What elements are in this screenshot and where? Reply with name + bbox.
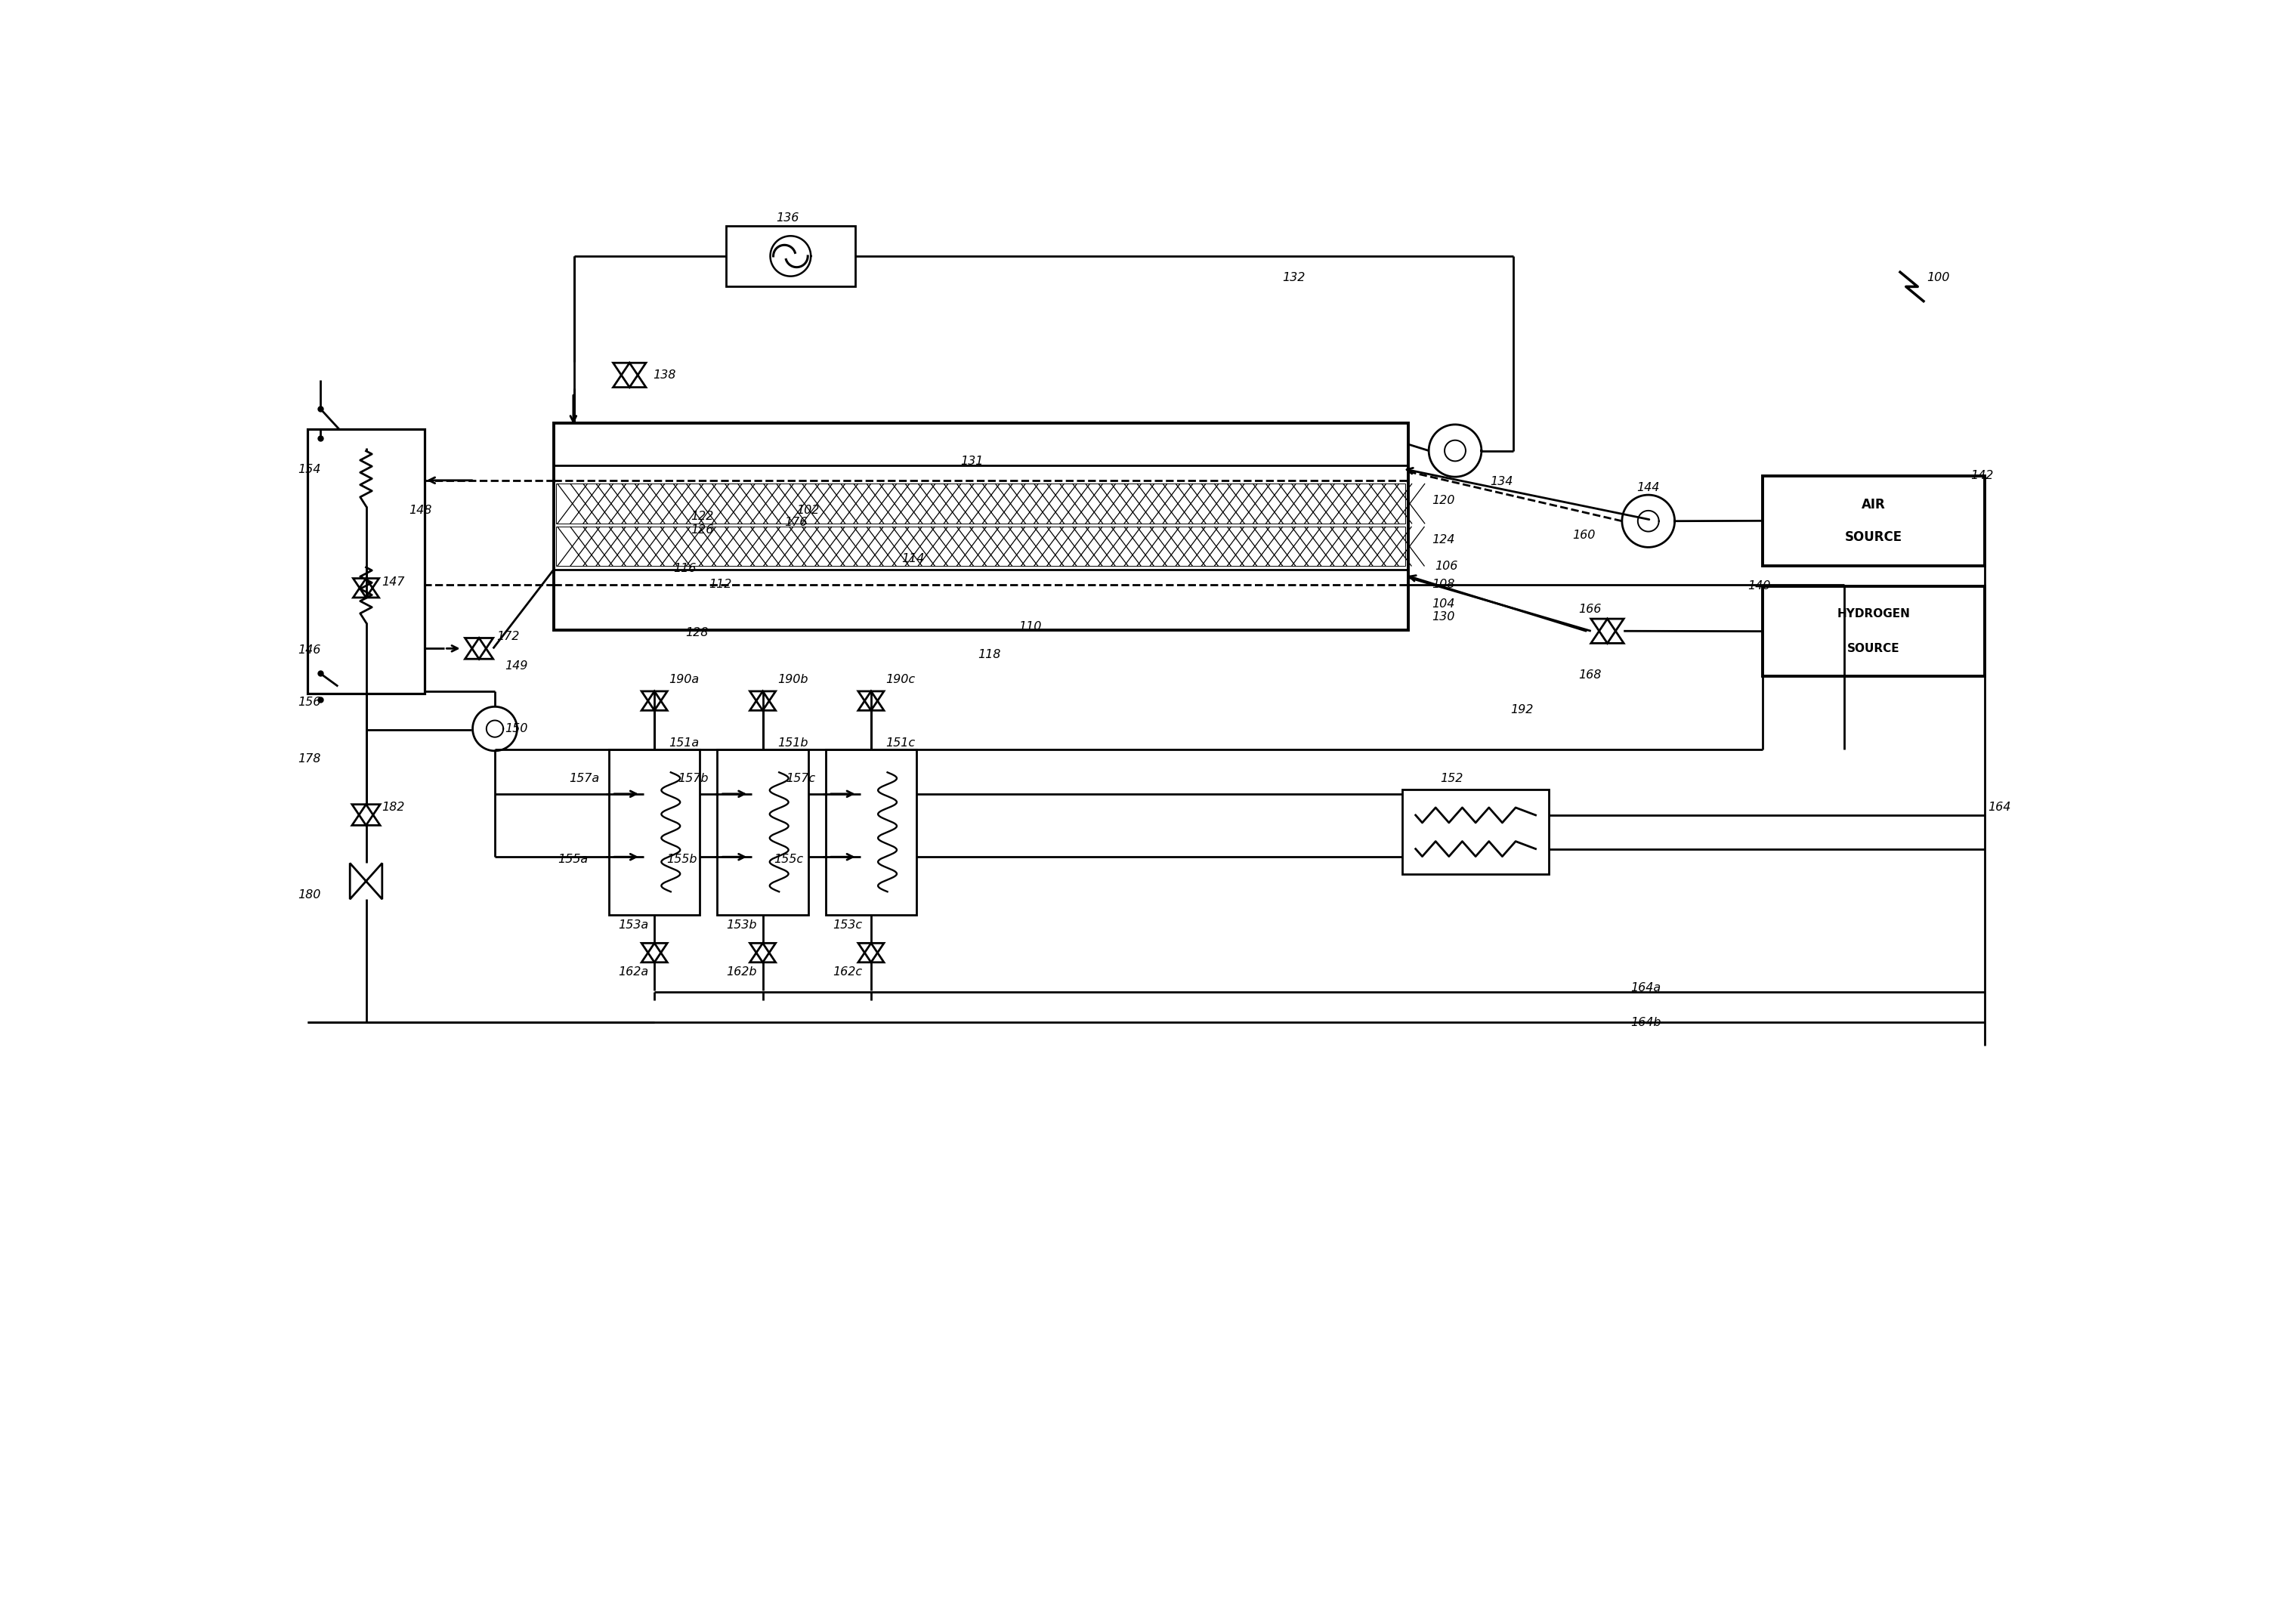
Text: 166: 166 [1577, 603, 1600, 615]
Text: 114: 114 [902, 553, 925, 565]
Text: 140: 140 [1747, 581, 1770, 592]
Text: 164: 164 [1988, 802, 2011, 813]
Text: 134: 134 [1490, 476, 1513, 487]
Text: 151a: 151a [668, 737, 698, 748]
Text: 150: 150 [505, 723, 528, 734]
Text: 144: 144 [1637, 482, 1660, 494]
Text: 124: 124 [1433, 534, 1456, 545]
Text: 100: 100 [1926, 273, 1949, 284]
Text: 157a: 157a [569, 773, 599, 784]
Text: 110: 110 [1019, 621, 1042, 632]
Text: 162c: 162c [833, 966, 863, 977]
Text: SOURCE: SOURCE [1848, 644, 1901, 655]
Text: 153a: 153a [618, 919, 647, 931]
Bar [556, 484, 1405, 523]
Text: 155a: 155a [558, 853, 588, 865]
Text: 162a: 162a [618, 966, 647, 977]
Text: 172: 172 [496, 631, 519, 642]
Bar [308, 429, 425, 694]
Bar [608, 748, 700, 915]
Text: 192: 192 [1511, 705, 1534, 716]
Bar [556, 527, 1405, 566]
Text: 151c: 151c [886, 737, 916, 748]
Text: 157c: 157c [785, 773, 815, 784]
Text: 190a: 190a [668, 674, 698, 686]
Bar [726, 226, 854, 287]
Text: 164a: 164a [1630, 982, 1660, 994]
Text: AIR: AIR [1862, 498, 1885, 511]
Text: 142: 142 [1970, 469, 1993, 481]
Text: 148: 148 [409, 505, 432, 516]
Text: 104: 104 [1433, 598, 1456, 610]
Text: 153c: 153c [833, 919, 863, 931]
Bar [1403, 790, 1550, 874]
Text: 149: 149 [505, 660, 528, 671]
Text: 130: 130 [1433, 611, 1456, 623]
Text: 120: 120 [1433, 495, 1456, 506]
Text: 180: 180 [298, 889, 321, 900]
Text: 190c: 190c [886, 674, 916, 686]
Text: SOURCE: SOURCE [1846, 531, 1903, 544]
Text: 153b: 153b [726, 919, 758, 931]
Bar [716, 748, 808, 915]
Text: 154: 154 [298, 465, 321, 476]
Text: 182: 182 [381, 802, 404, 813]
Text: 136: 136 [776, 213, 799, 224]
Text: 108: 108 [1433, 579, 1456, 590]
Bar [1763, 476, 1986, 566]
Text: 132: 132 [1283, 273, 1306, 284]
Text: 155b: 155b [666, 853, 698, 865]
Text: 128: 128 [684, 627, 707, 639]
Text: 160: 160 [1573, 531, 1596, 542]
Text: 178: 178 [298, 753, 321, 765]
Text: 102: 102 [797, 505, 820, 516]
Text: 157b: 157b [677, 773, 709, 784]
Text: 118: 118 [978, 648, 1001, 660]
Text: 151b: 151b [778, 737, 808, 748]
Text: 162b: 162b [726, 966, 758, 977]
Text: 112: 112 [709, 579, 732, 590]
Bar [827, 748, 916, 915]
Text: 164b: 164b [1630, 1016, 1662, 1027]
Text: 176: 176 [785, 516, 808, 527]
Text: 155c: 155c [774, 853, 804, 865]
Text: 168: 168 [1577, 669, 1600, 681]
Bar [553, 423, 1407, 629]
Text: 126: 126 [691, 524, 714, 536]
Text: 116: 116 [673, 563, 696, 574]
Bar [1763, 586, 1986, 676]
Text: 156: 156 [298, 697, 321, 708]
Text: 131: 131 [960, 455, 983, 466]
Text: 190b: 190b [778, 674, 808, 686]
Text: 122: 122 [691, 511, 714, 523]
Text: 106: 106 [1435, 560, 1458, 571]
Text: HYDROGEN: HYDROGEN [1837, 608, 1910, 619]
Text: 138: 138 [652, 369, 675, 381]
Text: 146: 146 [298, 645, 321, 656]
Text: 147: 147 [381, 576, 404, 587]
Text: 152: 152 [1440, 773, 1463, 784]
